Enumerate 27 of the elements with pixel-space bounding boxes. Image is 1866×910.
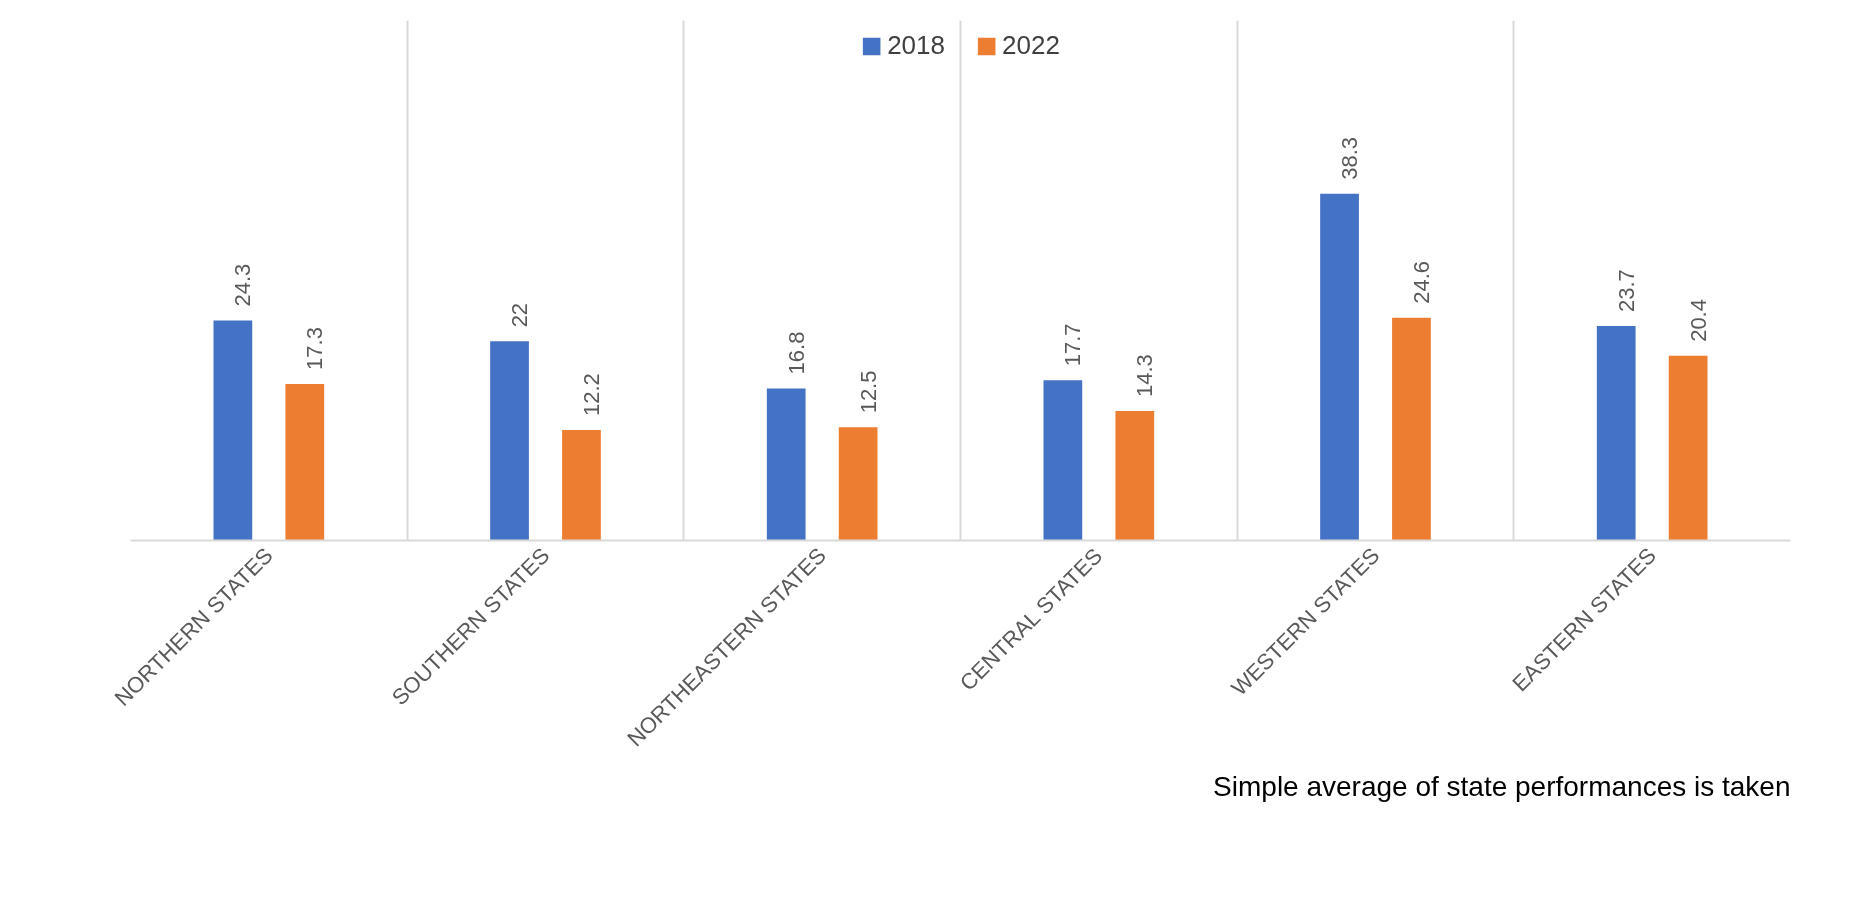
text: Simple average of state performances is taken xyxy=(1213,770,1791,802)
data-label: 22 xyxy=(507,302,533,328)
bar xyxy=(1668,355,1708,541)
data-label: 17.7 xyxy=(1060,323,1086,367)
data-label: 23.7 xyxy=(1613,269,1639,312)
legend-label: 2018 xyxy=(887,30,945,61)
bar xyxy=(1392,317,1431,541)
data-label: 24.6 xyxy=(1408,261,1434,304)
data-label: 12.5 xyxy=(855,370,881,414)
bar xyxy=(1043,380,1083,541)
data-label: 17.3 xyxy=(302,327,328,370)
bar xyxy=(562,430,601,541)
data-label: 14.3 xyxy=(1132,354,1158,398)
data-label: 20.4 xyxy=(1685,299,1711,342)
bar xyxy=(766,388,806,541)
bar xyxy=(213,320,253,541)
bar xyxy=(1596,325,1636,541)
bar xyxy=(1320,193,1359,541)
bar xyxy=(490,341,529,541)
data-label: 16.8 xyxy=(783,331,809,375)
data-label: 38.3 xyxy=(1337,137,1363,180)
bar xyxy=(838,427,878,541)
data-label: 12.2 xyxy=(578,373,604,417)
data-label: 24.3 xyxy=(230,263,256,307)
legend-label: 2022 xyxy=(1002,30,1060,61)
bar xyxy=(285,383,325,541)
bar xyxy=(1115,411,1155,541)
